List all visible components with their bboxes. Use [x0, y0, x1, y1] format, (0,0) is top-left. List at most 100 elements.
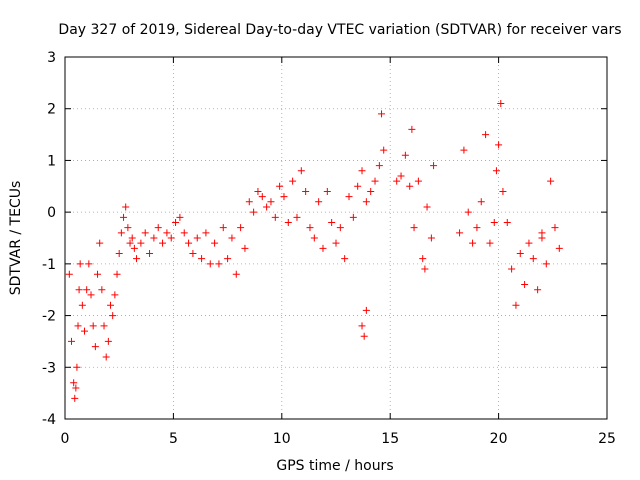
- data-point-marker: [254, 187, 262, 195]
- data-point-marker: [111, 291, 119, 299]
- data-point-marker: [473, 224, 481, 232]
- data-point-marker: [375, 162, 383, 170]
- data-point-marker: [83, 286, 91, 294]
- data-point-marker: [245, 198, 253, 206]
- data-point-marker: [206, 260, 214, 268]
- x-tick-label: 10: [273, 431, 291, 447]
- data-point-marker: [68, 337, 76, 345]
- data-point-marker: [345, 193, 353, 201]
- data-point-marker: [495, 141, 503, 149]
- data-point-marker: [508, 265, 516, 273]
- data-point-marker: [328, 218, 336, 226]
- data-point-marker: [102, 353, 110, 361]
- data-point-marker: [133, 255, 141, 263]
- data-point-marker: [104, 337, 112, 345]
- x-tick-label: 5: [169, 431, 178, 447]
- data-point-marker: [215, 260, 223, 268]
- data-point-marker: [107, 301, 115, 309]
- data-point-marker: [117, 229, 125, 237]
- data-point-marker: [146, 250, 154, 258]
- data-point-marker: [65, 270, 73, 278]
- data-point-marker: [362, 306, 370, 314]
- data-point-marker: [100, 322, 108, 330]
- data-point-marker: [341, 255, 349, 263]
- y-tick-label: 2: [47, 102, 56, 118]
- data-point-marker: [542, 260, 550, 268]
- data-point-marker: [71, 394, 79, 402]
- data-point-marker: [464, 208, 472, 216]
- data-point-marker: [250, 208, 258, 216]
- data-point-marker: [128, 234, 136, 242]
- data-point-marker: [241, 244, 249, 252]
- data-point-marker: [367, 187, 375, 195]
- data-point-marker: [521, 281, 529, 289]
- x-tick-label: 20: [490, 431, 508, 447]
- y-tick-label: -4: [42, 412, 56, 428]
- data-point-marker: [547, 177, 555, 185]
- data-point-marker: [289, 177, 297, 185]
- data-point-marker: [551, 224, 559, 232]
- data-point-marker: [336, 224, 344, 232]
- data-point-marker: [492, 167, 500, 175]
- x-axis-label: GPS time / hours: [276, 458, 393, 474]
- data-point-marker: [172, 218, 180, 226]
- data-point-marker: [224, 255, 232, 263]
- data-point-marker: [380, 146, 388, 154]
- data-point-marker: [263, 203, 271, 211]
- plot-frame: [64, 56, 608, 420]
- data-point-marker: [176, 213, 184, 221]
- data-point-marker: [503, 218, 511, 226]
- data-point-marker: [89, 322, 97, 330]
- data-point-marker: [406, 182, 414, 190]
- y-tick-label: -2: [42, 309, 56, 325]
- data-point-marker: [302, 187, 310, 195]
- data-point-marker: [393, 177, 401, 185]
- data-point-marker: [315, 198, 323, 206]
- data-point-marker: [163, 229, 171, 237]
- data-points: [65, 100, 563, 402]
- data-point-marker: [469, 239, 477, 247]
- x-tick-label: 15: [381, 431, 399, 447]
- data-point-marker: [538, 234, 546, 242]
- data-point-marker: [81, 327, 89, 335]
- data-point-marker: [534, 286, 542, 294]
- data-point-marker: [85, 260, 93, 268]
- y-axis-ticks: -4 -3 -2 -1 0 1 2 3: [42, 50, 607, 428]
- data-point-marker: [486, 239, 494, 247]
- data-point-marker: [332, 239, 340, 247]
- data-point-marker: [529, 255, 537, 263]
- data-point-marker: [159, 239, 167, 247]
- data-point-marker: [70, 379, 78, 387]
- data-point-marker: [115, 250, 123, 258]
- data-point-marker: [408, 125, 416, 133]
- y-tick-label: 0: [47, 205, 56, 221]
- data-point-marker: [141, 229, 149, 237]
- data-point-marker: [358, 167, 366, 175]
- grid-lines: [65, 57, 607, 419]
- data-point-marker: [516, 250, 524, 258]
- data-point-marker: [362, 198, 370, 206]
- data-point-marker: [122, 203, 130, 211]
- data-point-marker: [74, 322, 82, 330]
- data-point-marker: [430, 162, 438, 170]
- data-point-marker: [126, 239, 134, 247]
- chart-title: Day 327 of 2019, Sidereal Day-to-day VTE…: [58, 22, 621, 38]
- x-axis-ticks: 0 5 10 15 20 25: [61, 57, 616, 447]
- data-point-marker: [150, 234, 158, 242]
- data-point-marker: [72, 384, 80, 392]
- y-tick-label: 1: [47, 153, 56, 169]
- data-point-marker: [73, 363, 81, 371]
- data-point-marker: [113, 270, 121, 278]
- data-point-marker: [180, 229, 188, 237]
- data-point-marker: [525, 239, 533, 247]
- data-point-marker: [193, 234, 201, 242]
- data-point-marker: [94, 270, 102, 278]
- data-point-marker: [401, 151, 409, 159]
- data-point-marker: [284, 218, 292, 226]
- y-axis-label: SDTVAR / TECUs: [8, 181, 24, 296]
- data-point-marker: [490, 218, 498, 226]
- data-point-marker: [271, 213, 279, 221]
- data-point-marker: [109, 312, 117, 320]
- data-point-marker: [410, 224, 418, 232]
